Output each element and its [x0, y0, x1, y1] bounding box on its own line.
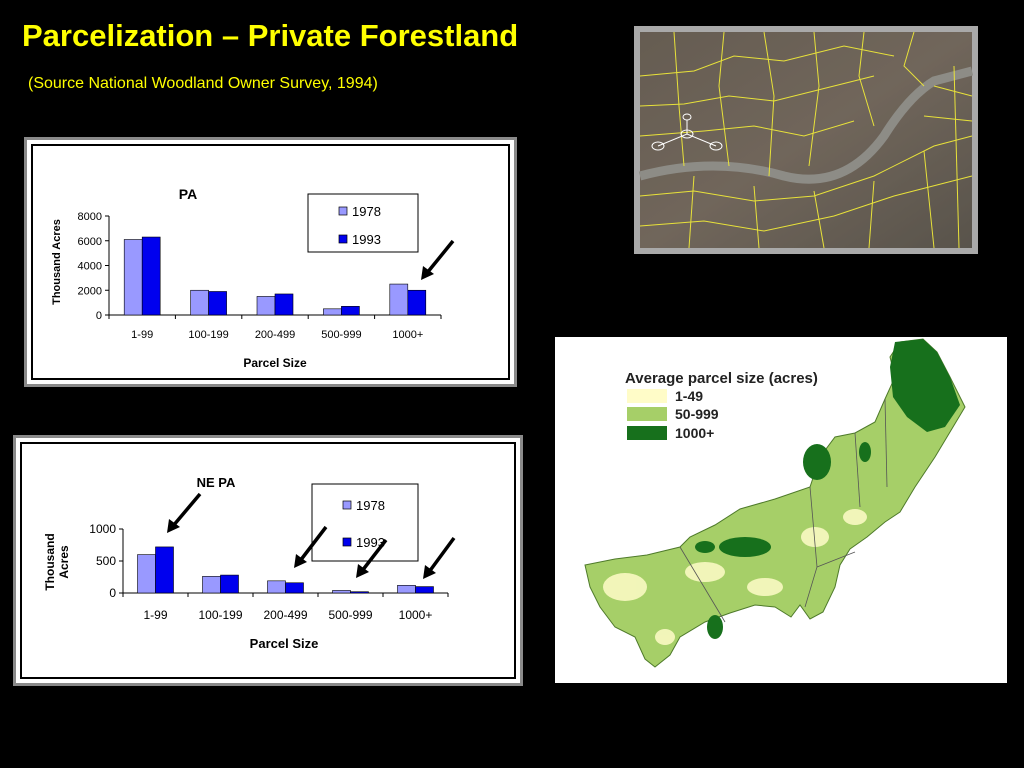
- legend-box: [311, 483, 419, 562]
- arrow-annotation-1000: [423, 536, 456, 579]
- bar-1993-1-99: [155, 546, 174, 594]
- bar-1978-500-999: [332, 590, 351, 594]
- y-tick-label: 0: [96, 310, 102, 322]
- x-tick-label: 1-99: [131, 329, 153, 341]
- map-legend-swatch-3: [627, 426, 667, 440]
- aerial-photo-image: [638, 31, 974, 249]
- x-tick-label: 200-499: [255, 329, 295, 341]
- map-legend-swatch-2: [627, 407, 667, 421]
- map-legend-title: Average parcel size (acres): [625, 370, 818, 387]
- arrow-annotation-1-99: [167, 492, 202, 533]
- bar-1978-200-499: [267, 580, 286, 594]
- y-tick-label: 1000: [89, 522, 116, 536]
- y-tick-label: 0: [109, 586, 116, 600]
- legend-label-1993: 1993: [356, 535, 385, 550]
- map-legend-swatch-1: [627, 389, 667, 403]
- pa-chart-frame: PA Thousand Acres Parcel Size 0 2000 4000 6…: [24, 137, 517, 387]
- y-axis-label: Thousand Acres: [51, 219, 63, 305]
- y-tick-label: 500: [96, 554, 116, 568]
- legend-swatch-1978: [342, 500, 352, 510]
- legend-box: [307, 193, 419, 253]
- bar-1978-100-199: [190, 289, 209, 316]
- chart-title: PA: [179, 186, 197, 202]
- aerial-parcel-photo: [634, 26, 978, 254]
- arrow-annotation: [421, 239, 455, 280]
- map-legend-label-2: 50-999: [675, 406, 719, 422]
- x-tick-label: 1000+: [399, 608, 433, 622]
- northeast-map: Average parcel size (acres) 1-49 50-999 …: [584, 338, 966, 668]
- slide-title: Parcelization – Private Forestland: [22, 18, 519, 53]
- ne-pa-bar-chart: NE PA Thousand Acres Parcel Size 0 500 100…: [43, 475, 456, 651]
- map-legend-label-3: 1000+: [675, 425, 714, 441]
- x-axis-label: Parcel Size: [243, 356, 307, 370]
- bar-1978-1-99: [137, 554, 156, 594]
- y-tick-label: 4000: [78, 261, 102, 273]
- y-tick-label: 6000: [78, 236, 102, 248]
- arrow-annotation-500-999: [356, 538, 388, 578]
- parcel-size-map: Average parcel size (acres) 1-49 50-999 …: [555, 337, 1007, 683]
- legend-label-1993: 1993: [352, 232, 381, 247]
- bar-1978-500-999: [323, 308, 342, 316]
- bar-1978-1000+: [389, 283, 409, 316]
- bar-1993-500-999: [350, 591, 369, 594]
- legend-swatch-1993: [342, 537, 352, 547]
- y-tick-label: 2000: [78, 285, 102, 297]
- arrow-annotation-200-499: [294, 525, 328, 568]
- bar-1993-200-499: [285, 582, 304, 594]
- x-tick-label: 100-199: [198, 608, 242, 622]
- pa-bar-chart: PA Thousand Acres Parcel Size 0 2000 4000 6…: [51, 186, 455, 370]
- bar-1993-1000+: [407, 289, 427, 316]
- y-axis-label-line-1: Thousand: [43, 533, 57, 590]
- bar-1993-100-199: [208, 291, 227, 316]
- legend-label-1978: 1978: [356, 498, 385, 513]
- x-axis-label: Parcel Size: [250, 636, 319, 651]
- bar-1993-1000+: [415, 586, 434, 594]
- legend-swatch-1993: [338, 234, 348, 244]
- bar-1978-1-99: [123, 239, 143, 316]
- bar-1993-500-999: [341, 306, 360, 316]
- chart-title: NE PA: [197, 475, 236, 490]
- legend-label-1978: 1978: [352, 204, 381, 219]
- y-axis-label-line-2: Acres: [57, 545, 71, 579]
- ne-pa-chart-frame: NE PA Thousand Acres Parcel Size 0 500 100…: [13, 435, 523, 686]
- bar-1978-1000+: [397, 585, 416, 594]
- x-tick-label: 1-99: [143, 608, 167, 622]
- x-tick-label: 100-199: [188, 329, 228, 341]
- bar-1993-100-199: [220, 574, 239, 594]
- y-tick-label: 8000: [78, 211, 102, 223]
- legend-swatch-1978: [338, 206, 348, 216]
- map-legend-label-1: 1-49: [675, 388, 703, 404]
- x-tick-label: 200-499: [263, 608, 307, 622]
- x-tick-label: 500-999: [328, 608, 372, 622]
- map-region: [584, 338, 966, 668]
- bar-1993-1-99: [141, 236, 161, 316]
- bar-1978-200-499: [256, 296, 276, 316]
- x-tick-label: 1000+: [392, 329, 423, 341]
- bar-1978-100-199: [202, 576, 221, 594]
- x-tick-label: 500-999: [321, 329, 361, 341]
- bar-1993-200-499: [274, 293, 294, 316]
- slide-subtitle: (Source National Woodland Owner Survey, …: [28, 75, 378, 92]
